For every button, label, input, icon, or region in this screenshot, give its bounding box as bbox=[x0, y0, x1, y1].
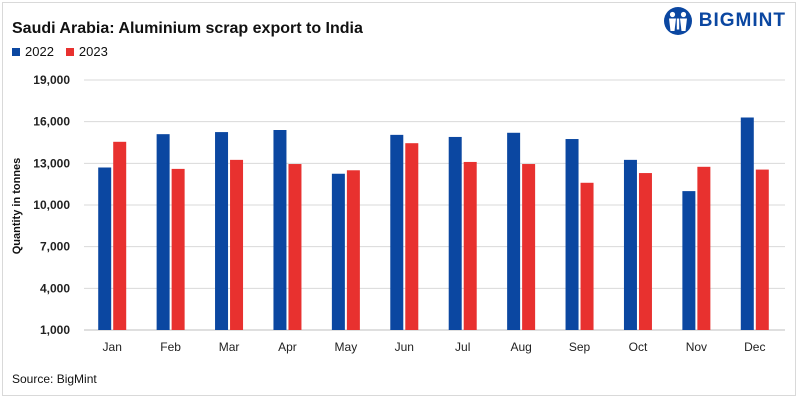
x-axis-categories: Jan Feb Mar Apr May Jun Jul Aug Sep Oct Nov Dec bbox=[103, 340, 766, 354]
bar-2022-nov bbox=[682, 191, 696, 330]
legend-label-2023: 2023 bbox=[78, 44, 108, 59]
x-tick-label: Feb bbox=[160, 340, 181, 354]
bars bbox=[98, 117, 769, 330]
bar-2022-jun bbox=[390, 134, 404, 330]
legend-swatch-2022 bbox=[12, 47, 20, 56]
y-tick-label: 13,000 bbox=[33, 156, 70, 170]
y-tick-label: 4,000 bbox=[40, 281, 70, 295]
bar-2022-dec bbox=[740, 117, 754, 330]
x-tick-label: Apr bbox=[278, 340, 297, 354]
bar-2022-oct bbox=[623, 159, 637, 330]
source-note: Source: BigMint bbox=[12, 372, 97, 386]
y-tick-label: 10,000 bbox=[33, 198, 70, 212]
bar-2023-mar bbox=[230, 159, 244, 330]
legend-swatch-2023 bbox=[65, 47, 74, 56]
legend-label-2022: 2022 bbox=[25, 44, 54, 59]
x-tick-label: Jul bbox=[455, 340, 470, 354]
x-tick-label: Jun bbox=[395, 340, 414, 354]
legend-item-2022: 2022 bbox=[12, 44, 54, 59]
x-tick-label: Oct bbox=[629, 340, 648, 354]
chart-title: Saudi Arabia: Aluminium scrap export to … bbox=[12, 20, 363, 37]
bar-2023-jan bbox=[113, 141, 127, 330]
brand-name: BIGMINT bbox=[698, 10, 786, 31]
bar-2023-may bbox=[346, 170, 360, 330]
bigmint-logo-icon bbox=[663, 7, 692, 35]
bar-2023-jul bbox=[463, 161, 477, 330]
y-tick-label: 19,000 bbox=[33, 73, 70, 87]
bar-2022-feb bbox=[156, 134, 170, 330]
bar-2023-apr bbox=[288, 164, 302, 330]
y-axis-ticks: 1,000 4,000 7,000 10,000 13,000 16,000 19,000 bbox=[33, 73, 70, 337]
brand-logo: BIGMINT bbox=[663, 6, 786, 36]
bar-2022-apr bbox=[273, 130, 287, 330]
x-tick-label: Sep bbox=[569, 340, 591, 354]
legend: 2022 2023 bbox=[12, 44, 120, 59]
bar-2023-jun bbox=[405, 143, 419, 330]
gridlines bbox=[84, 79, 785, 331]
bar-2023-oct bbox=[638, 173, 652, 330]
bar-2023-aug bbox=[522, 164, 536, 330]
bar-2023-feb bbox=[171, 168, 185, 330]
bar-2023-dec bbox=[755, 169, 769, 330]
x-tick-label: Aug bbox=[510, 340, 531, 354]
bar-2022-jul bbox=[448, 136, 462, 330]
x-tick-label: Jan bbox=[103, 340, 122, 354]
chart-frame bbox=[2, 2, 796, 396]
x-tick-label: Mar bbox=[219, 340, 240, 354]
x-tick-label: Dec bbox=[744, 340, 765, 354]
bar-2023-nov bbox=[697, 166, 711, 330]
y-axis-title: Quantity in tonnes bbox=[11, 158, 23, 255]
bar-2022-mar bbox=[215, 132, 229, 330]
bar-2023-sep bbox=[580, 182, 594, 330]
x-tick-label: May bbox=[335, 340, 358, 354]
bar-2022-jan bbox=[98, 167, 112, 330]
y-tick-label: 16,000 bbox=[33, 115, 70, 129]
x-tick-label: Nov bbox=[686, 340, 707, 354]
bar-2022-may bbox=[331, 173, 345, 330]
legend-item-2023: 2023 bbox=[65, 44, 108, 59]
y-tick-label: 7,000 bbox=[40, 240, 70, 254]
bar-2022-sep bbox=[565, 139, 579, 330]
bar-2022-aug bbox=[507, 132, 521, 330]
y-tick-label: 1,000 bbox=[40, 323, 70, 337]
